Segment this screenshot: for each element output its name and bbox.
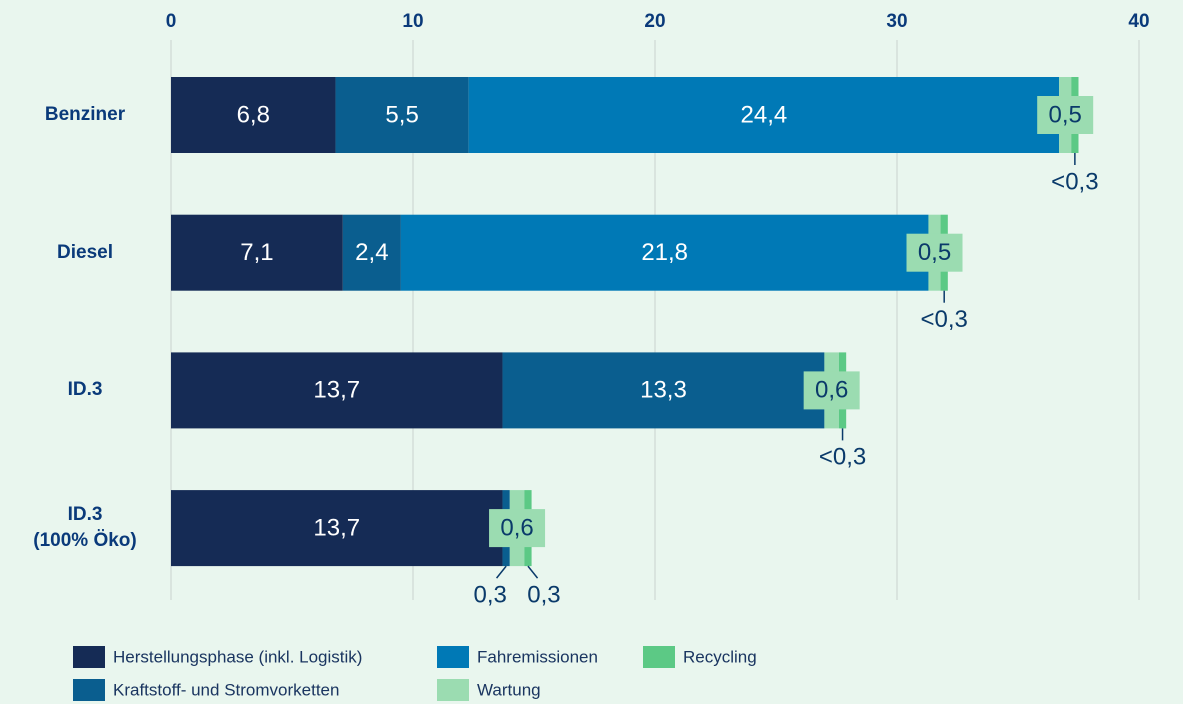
legend-swatch [643,646,675,668]
legend-label: Fahremissionen [477,647,598,666]
value-label-box [803,371,860,410]
bar-segment [468,77,1060,153]
x-tick-label: 40 [1128,11,1149,32]
value-label: 6,8 [237,101,270,128]
bar-segment [342,214,401,291]
x-tick-label: 30 [886,11,907,32]
category-label: ID.3 (100% Öko) [33,504,137,552]
value-label-box [489,509,546,548]
value-label-box [906,233,963,272]
bar-segment [335,77,469,153]
value-label: <0,3 [920,306,967,333]
bar-segment [171,490,503,567]
bar-segment [171,352,503,429]
value-label: 0,5 [1049,101,1082,128]
x-tick-label: 20 [644,11,665,32]
value-label-box [1037,96,1094,134]
value-label: <0,3 [819,444,866,471]
legend-label: Recycling [683,647,757,666]
labels: 6,8 5,5 24,4 0,5 <0,3 7,1 2,4 21,8 0,5 <0,3 13,7 13… [237,96,1099,608]
legend-label: Wartung [477,680,541,699]
value-label: 2,4 [355,239,388,266]
bar-segment [502,352,825,429]
category-label: Diesel [57,241,113,263]
value-label: 13,7 [313,377,360,404]
bar-segment [171,214,343,291]
value-label: <0,3 [1051,168,1098,195]
value-label: 13,3 [640,377,687,404]
value-label: 5,5 [385,101,418,128]
legend-label: Kraftstoff- und Stromvorketten [113,680,339,699]
bars [171,77,1079,567]
value-label: 0,3 [527,581,560,608]
leader-line [527,565,539,579]
value-label: 0,6 [815,377,848,404]
bar-segment [400,214,929,291]
leader-line [495,565,507,579]
value-label: 13,7 [313,514,360,541]
x-tick-label: 10 [402,11,423,32]
value-label: 21,8 [641,239,688,266]
legend-label: Herstellungsphase (inkl. Logistik) [113,647,362,666]
value-label: 0,6 [500,514,533,541]
category-label: ID.3 [67,379,103,401]
legend-swatch [437,646,469,668]
value-label: 0,5 [918,239,951,266]
value-label: 7,1 [240,239,273,266]
legend-swatch [73,679,105,701]
x-tick-label: 0 [166,11,177,32]
legend-swatch [73,646,105,668]
legend-swatch [437,679,469,701]
value-label: 0,3 [473,581,506,608]
category-label: Benziner [44,104,126,125]
value-label: 24,4 [741,101,788,128]
bar-segment [171,77,336,153]
